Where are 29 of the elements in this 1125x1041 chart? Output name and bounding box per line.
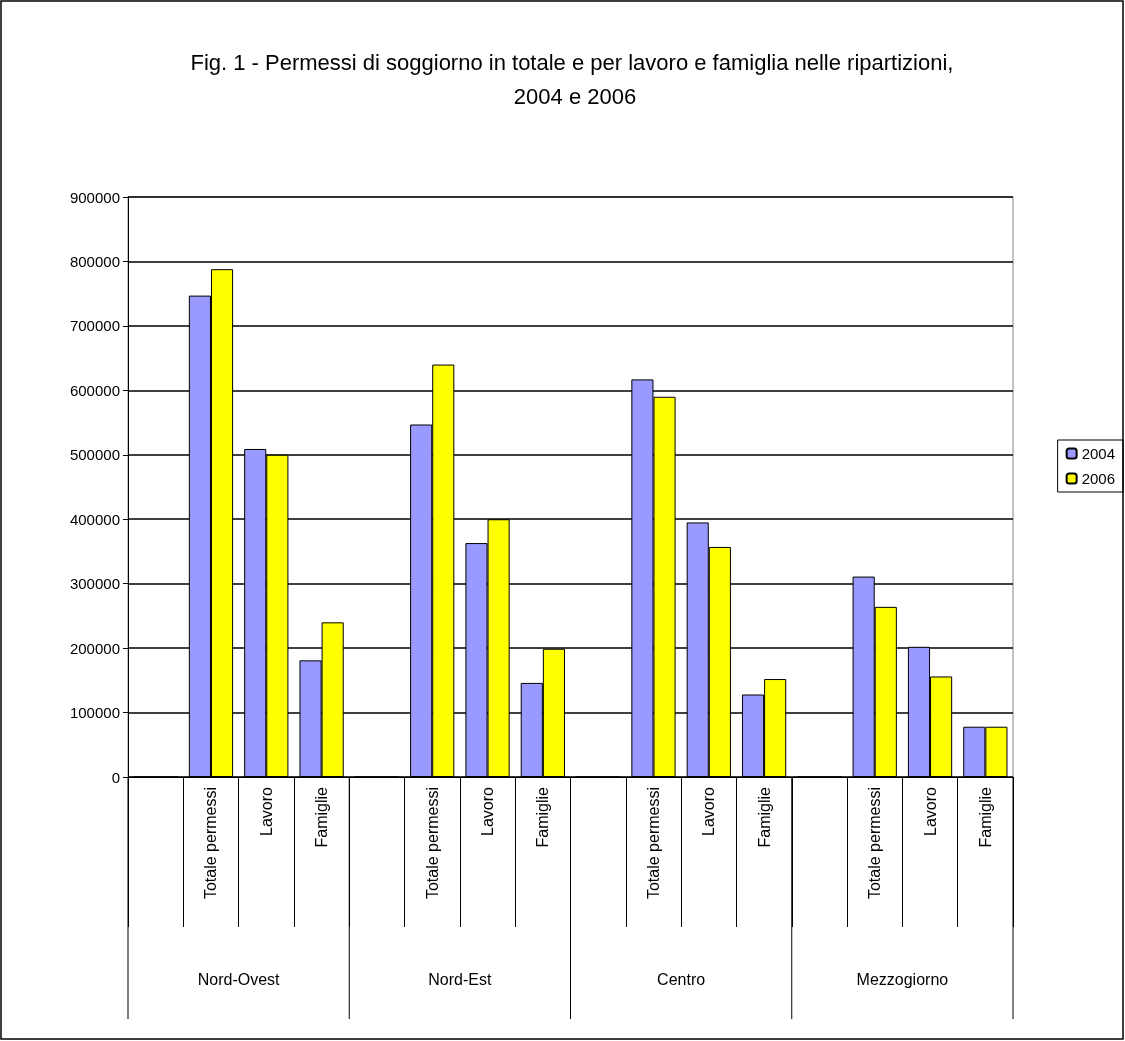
text: Nord-Est xyxy=(428,970,492,988)
x-tick-label: Famiglie xyxy=(976,786,994,848)
y-tick-label: 100000 xyxy=(69,704,120,722)
x-tick-label: Totale permessi xyxy=(423,787,441,900)
y-tick-label: 800000 xyxy=(69,252,120,270)
text: Centro xyxy=(657,970,706,988)
chart-title: Fig. 1 - Permessi di soggiorno in totale e per lavoro e famiglia nelle ripartizioni, 2004 e 2006 xyxy=(190,49,960,109)
y-tick-label: 0 xyxy=(111,768,120,786)
x-tick-label: Totale permessi xyxy=(202,787,220,900)
y-tick-label: 500000 xyxy=(69,446,120,464)
x-tick-label: Lavoro xyxy=(700,786,718,836)
x-tick-label: Lavoro xyxy=(921,786,939,836)
x-tick-label: Lavoro xyxy=(257,786,275,836)
legend-label: 2004 xyxy=(1081,445,1116,462)
x-tick-label: Famiglie xyxy=(534,786,552,848)
y-tick-label: 400000 xyxy=(69,510,120,528)
x-tick-label: Lavoro xyxy=(479,786,497,836)
y-tick-label: 300000 xyxy=(69,575,120,593)
y-tick-label: 900000 xyxy=(69,188,120,206)
y-tick-label: 200000 xyxy=(69,639,120,657)
legend-label: 2006 xyxy=(1081,470,1116,487)
text: Nord-Ovest xyxy=(197,970,281,988)
y-tick-label: 600000 xyxy=(69,381,120,399)
x-tick-label: Famiglie xyxy=(313,786,331,848)
x-tick-label: Totale permessi xyxy=(866,787,884,900)
x-tick-label: Famiglie xyxy=(755,786,773,848)
y-tick-label: 700000 xyxy=(69,317,120,335)
text: Mezzogiorno xyxy=(856,970,949,988)
x-tick-label: Totale permessi xyxy=(644,787,662,900)
